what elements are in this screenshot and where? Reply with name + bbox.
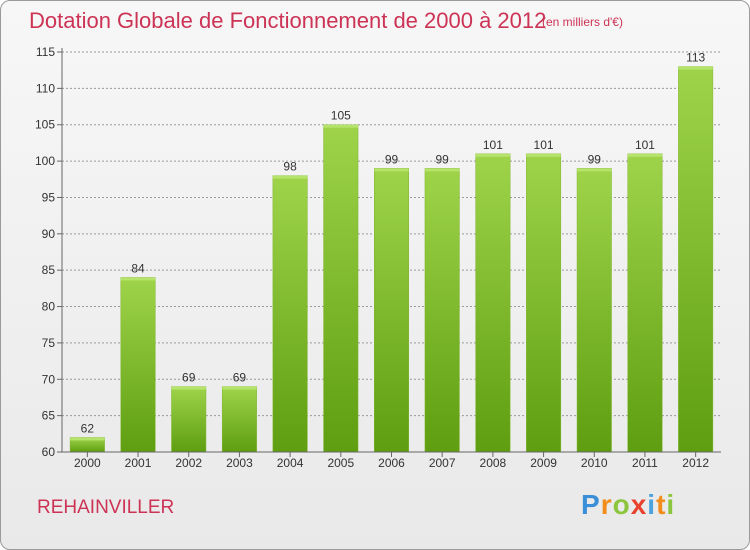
bar-2002	[171, 386, 207, 453]
y-tick-label: 75	[42, 336, 56, 350]
bar-2012	[678, 66, 714, 453]
bar-2005	[323, 124, 359, 453]
data-label-2000: 62	[81, 421, 95, 435]
x-tick-label-2012: 2012	[682, 456, 709, 470]
x-tick-label-2006: 2006	[378, 456, 405, 470]
commune-name: REHAINVILLER	[37, 497, 175, 518]
bar-2001	[120, 277, 156, 453]
x-tick-label-2011: 2011	[632, 456, 658, 470]
logo-letter: P	[581, 489, 601, 520]
bar-highlight	[171, 386, 206, 390]
bar-highlight	[424, 168, 460, 172]
data-label-2004: 98	[283, 160, 297, 174]
data-label-2011: 101	[635, 138, 655, 152]
x-tick-label-2002: 2002	[175, 456, 202, 470]
bar-highlight	[222, 386, 257, 390]
data-label-2010: 99	[588, 152, 602, 166]
axes: 60 65 70 75 80 85 90 95 100 105 110 115 2000 2001 2002…	[35, 45, 721, 470]
chart-subtitle: (en milliers d'€)	[542, 15, 623, 29]
y-tick-label: 60	[42, 445, 56, 459]
bar-2008	[475, 153, 511, 453]
bar-highlight	[627, 153, 663, 157]
bar-2010	[576, 168, 612, 453]
y-tick-label: 95	[42, 190, 56, 204]
logo-letter: t	[656, 489, 667, 520]
bar-highlight	[577, 168, 612, 172]
y-tick-label: 85	[42, 263, 56, 277]
x-tick-label-2010: 2010	[581, 456, 608, 470]
bar-highlight	[120, 277, 156, 281]
bar-2006	[374, 168, 409, 453]
y-tick-label: 110	[36, 81, 55, 95]
data-label-2001: 84	[131, 261, 145, 275]
data-label-2002: 69	[182, 371, 196, 385]
bar-2007	[424, 168, 460, 453]
logo-letter: r	[600, 489, 613, 520]
chart-title: Dotation Globale de Fonctionnement de 20…	[29, 8, 547, 33]
bar-2011	[627, 153, 663, 453]
y-tick-label: 115	[36, 45, 55, 59]
bar-highlight	[475, 153, 511, 157]
bar-2009	[526, 153, 562, 453]
x-tick-label-2005: 2005	[327, 456, 354, 470]
proxiti-logo[interactable]: Proxiti	[581, 489, 675, 521]
y-tick-label: 90	[42, 227, 56, 241]
data-label-2012: 113	[686, 51, 705, 65]
x-tick-label-2009: 2009	[530, 456, 557, 470]
logo-letter: i	[666, 489, 676, 520]
bar-highlight	[374, 168, 409, 172]
y-tick-label: 80	[42, 300, 56, 314]
bar-highlight	[323, 124, 359, 128]
bar-highlight	[272, 175, 308, 179]
data-label-2003: 69	[233, 371, 247, 385]
data-label-2005: 105	[331, 109, 351, 123]
x-tick-label-2001: 2001	[125, 456, 152, 470]
y-tick-label: 100	[35, 154, 55, 168]
x-tick-label-2004: 2004	[277, 456, 304, 470]
data-label-2006: 99	[385, 152, 399, 166]
data-label-2007: 99	[436, 152, 450, 166]
logo-letter: o	[612, 489, 631, 520]
logo-letter: i	[647, 489, 657, 520]
x-tick-label-2000: 2000	[74, 456, 101, 470]
data-labels: 62 84 69 69 98 105 99 99 101 101 99 101 113	[81, 51, 706, 436]
x-tick-label-2003: 2003	[226, 456, 253, 470]
logo-letter: x	[630, 489, 648, 520]
x-tick-label-2008: 2008	[480, 456, 507, 470]
x-tick-label-2007: 2007	[429, 456, 456, 470]
bar-2003	[221, 386, 257, 453]
y-tick-label: 70	[42, 372, 56, 386]
y-tick-label: 65	[42, 409, 56, 423]
bar-highlight	[526, 153, 561, 157]
bars	[69, 66, 714, 453]
bar-2004	[272, 175, 308, 453]
bar-highlight	[70, 437, 105, 441]
y-tick-label: 105	[35, 118, 55, 132]
bar-highlight	[678, 66, 713, 70]
data-label-2009: 101	[534, 138, 554, 152]
data-label-2008: 101	[483, 138, 503, 152]
